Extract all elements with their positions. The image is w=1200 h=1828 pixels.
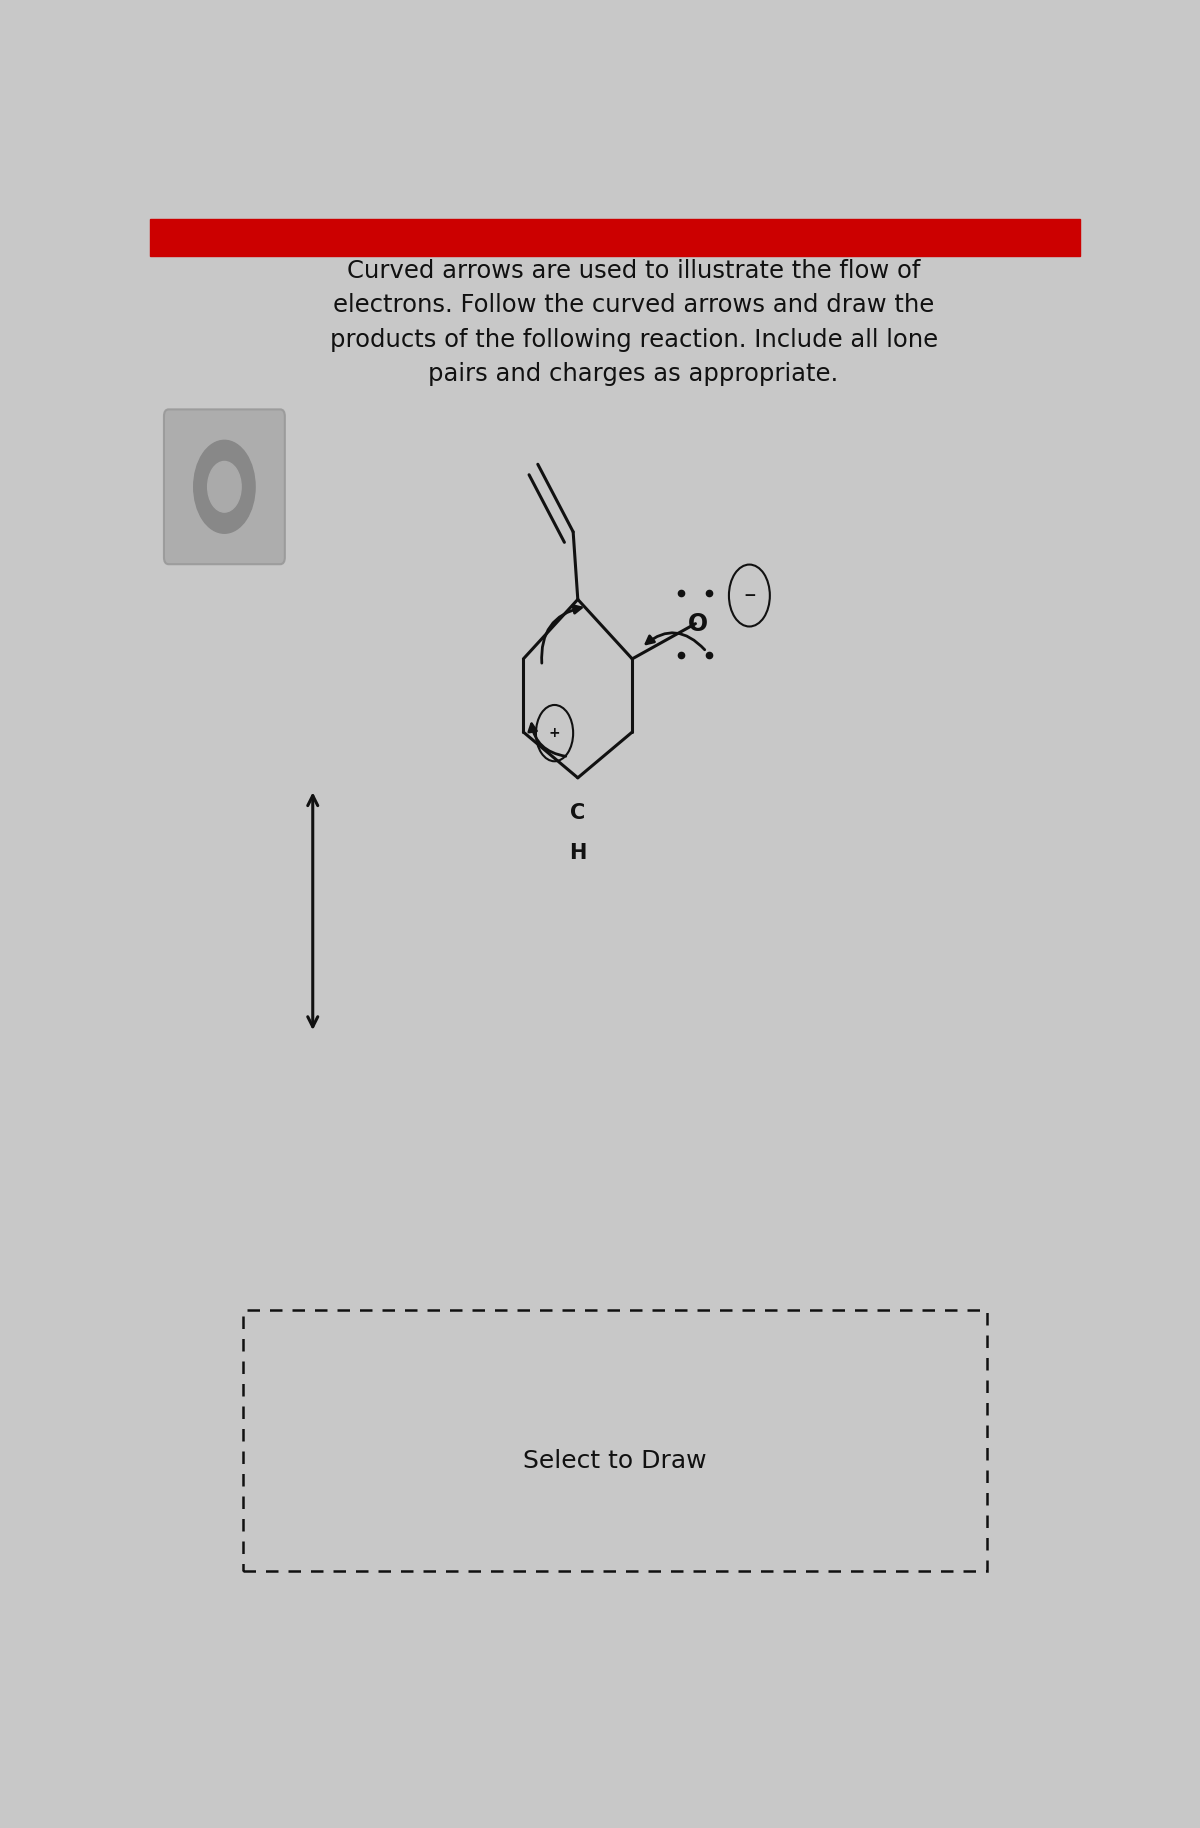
Text: −: − bbox=[743, 589, 756, 603]
Text: Curved arrows are used to illustrate the flow of
electrons. Follow the curved ar: Curved arrows are used to illustrate the… bbox=[330, 260, 937, 386]
Text: C: C bbox=[570, 802, 586, 823]
Bar bbox=[150, 219, 1080, 256]
Text: O: O bbox=[688, 612, 708, 636]
Text: Select to Draw: Select to Draw bbox=[523, 1450, 707, 1473]
Bar bbox=[242, 1311, 986, 1570]
FancyArrowPatch shape bbox=[529, 724, 565, 757]
Circle shape bbox=[208, 461, 241, 512]
Text: H: H bbox=[569, 843, 587, 863]
FancyArrowPatch shape bbox=[541, 605, 581, 664]
FancyArrowPatch shape bbox=[646, 632, 704, 649]
Circle shape bbox=[193, 441, 256, 534]
FancyBboxPatch shape bbox=[164, 409, 284, 565]
Text: +: + bbox=[548, 726, 560, 740]
